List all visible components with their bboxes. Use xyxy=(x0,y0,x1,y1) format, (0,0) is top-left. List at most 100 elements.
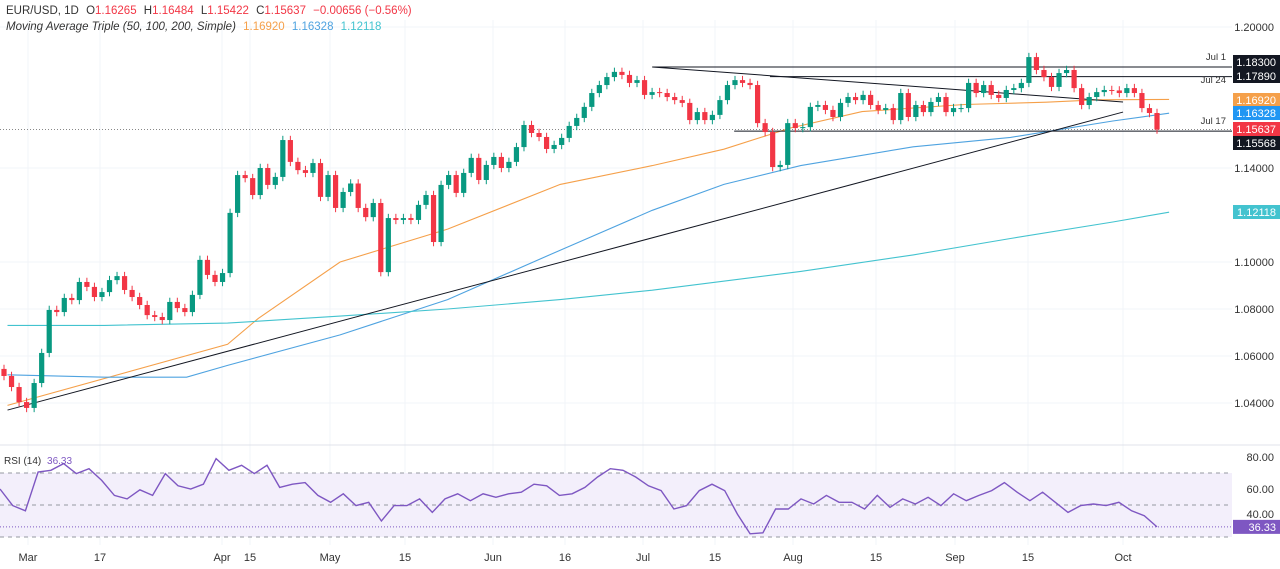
candle xyxy=(581,102,587,123)
candle-body xyxy=(393,218,399,220)
y-tick-label: 1.06000 xyxy=(1234,351,1274,363)
x-tick-label: 15 xyxy=(709,552,721,564)
candle-body xyxy=(702,112,708,121)
candle xyxy=(1086,92,1092,110)
candle xyxy=(694,107,700,125)
price-badge xyxy=(1233,205,1280,219)
candle-body xyxy=(174,301,180,309)
candle xyxy=(815,100,821,112)
candle xyxy=(144,300,150,320)
x-tick-label: Jun xyxy=(484,552,502,564)
rsi-title[interactable]: RSI (14) xyxy=(4,456,42,467)
candle-body xyxy=(325,175,331,197)
ma-legend: Moving Average Triple (50, 100, 200, Sim… xyxy=(6,21,385,33)
candle xyxy=(981,80,987,98)
candle xyxy=(476,153,482,185)
candle-body xyxy=(1026,57,1032,83)
candle-body xyxy=(913,105,919,118)
symbol-label[interactable]: EUR/USD, 1D xyxy=(6,5,79,17)
candle-body xyxy=(453,175,459,193)
candle xyxy=(332,170,339,213)
price-badge xyxy=(1233,69,1280,83)
candle xyxy=(785,118,791,170)
y-tick-label: 1.10000 xyxy=(1234,257,1274,269)
candle xyxy=(1131,83,1137,98)
ma-title[interactable]: Moving Average Triple (50, 100, 200, Sim… xyxy=(6,21,236,33)
candle xyxy=(905,88,911,122)
candle xyxy=(46,305,52,358)
candle xyxy=(724,80,731,105)
candle-body xyxy=(39,352,45,384)
candle xyxy=(498,152,504,173)
high-value: H1.16484 xyxy=(144,5,194,17)
candle xyxy=(99,287,105,302)
candle xyxy=(355,179,361,213)
rsi-value: 36.33 xyxy=(47,456,73,467)
candle xyxy=(596,80,602,98)
candle-body xyxy=(1094,92,1100,98)
low-label: L xyxy=(200,5,208,17)
candle xyxy=(453,170,459,198)
candle-body xyxy=(54,309,60,313)
candle-body xyxy=(415,204,422,220)
candle xyxy=(996,90,1002,103)
candle-body xyxy=(513,147,520,162)
candle xyxy=(1146,103,1153,118)
ma-line-50 xyxy=(7,98,1170,406)
candle xyxy=(438,180,444,247)
candle-body xyxy=(536,132,542,137)
candle-body xyxy=(99,292,105,298)
candle xyxy=(1048,72,1055,92)
candle-body xyxy=(423,195,429,205)
candle-body xyxy=(227,212,233,274)
candle xyxy=(807,102,813,132)
candle-body xyxy=(461,172,467,193)
candle xyxy=(634,75,640,88)
candle xyxy=(227,208,233,278)
candle xyxy=(551,140,557,154)
candle xyxy=(152,310,158,322)
level-label: Jul 17 xyxy=(1201,116,1226,127)
candle xyxy=(860,90,866,105)
candle xyxy=(1011,83,1017,95)
candle-body xyxy=(754,85,761,124)
candle-body xyxy=(717,100,723,115)
candle xyxy=(521,120,527,152)
candle-body xyxy=(935,97,942,102)
candle-body xyxy=(468,157,474,173)
candle xyxy=(1079,83,1085,110)
candle-body xyxy=(332,175,339,208)
price-badge-label: 1.16328 xyxy=(1236,108,1276,120)
candle-body xyxy=(1041,70,1047,78)
candle xyxy=(106,275,113,297)
candle xyxy=(1071,65,1077,93)
rsi-tick-label: 40.00 xyxy=(1246,509,1274,521)
candle xyxy=(528,120,535,138)
candle-body xyxy=(694,112,700,121)
candle xyxy=(393,213,399,225)
candle-body xyxy=(250,178,256,196)
candle xyxy=(408,213,414,225)
moving-averages xyxy=(7,98,1170,406)
candle xyxy=(280,135,286,182)
level-label: Jul 24 xyxy=(1201,75,1226,86)
candle-body xyxy=(770,132,776,168)
x-tick-label: 15 xyxy=(1022,552,1034,564)
rsi-legend: RSI (14) 36.33 xyxy=(4,456,72,467)
candle xyxy=(204,255,211,280)
candle-body xyxy=(235,175,241,213)
candle xyxy=(31,378,37,413)
candle xyxy=(830,105,836,122)
trendlines: Jul 1 Jul 24 Jul 17 xyxy=(7,52,1232,411)
candle-body xyxy=(106,280,113,293)
candle-body xyxy=(287,140,293,162)
candle-body xyxy=(641,80,648,95)
candle xyxy=(1116,86,1122,98)
candle-body xyxy=(310,163,316,173)
candle-body xyxy=(137,297,143,306)
candle xyxy=(754,80,761,128)
candle-body xyxy=(167,301,173,321)
candle-body xyxy=(981,85,987,94)
low-value: L1.15422 xyxy=(201,5,249,17)
